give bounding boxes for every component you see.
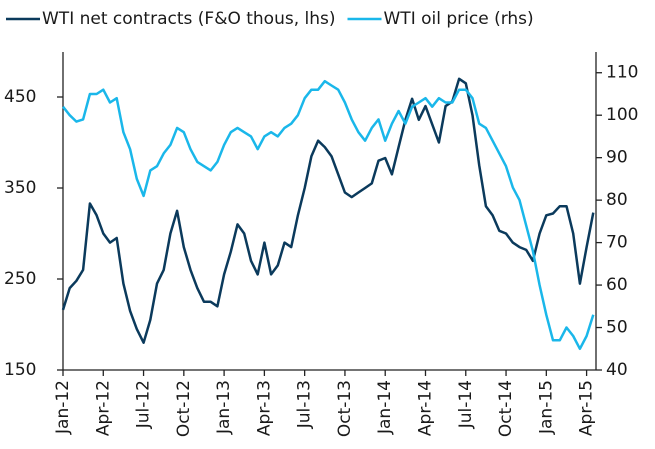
y2-tick-label: 90: [606, 148, 628, 168]
y-tick-label: 150: [4, 360, 36, 380]
legend-label: WTI net contracts (F&O thous, lhs): [42, 9, 336, 29]
y-tick-label: 450: [4, 87, 36, 107]
x-tick-label: Jan-15: [536, 380, 556, 435]
y-tick-label: 250: [4, 269, 36, 289]
y2-tick-label: 60: [606, 275, 628, 295]
legend-label: WTI oil price (rhs): [384, 9, 534, 29]
y-tick-label: 350: [4, 178, 36, 198]
x-tick-label: Jul-12: [134, 380, 154, 429]
x-tick-label: Apr-15: [577, 380, 597, 436]
x-tick-label: Jan-14: [375, 380, 395, 435]
x-tick-label: Jan-12: [53, 380, 73, 435]
x-tick-label: Oct-12: [174, 380, 194, 437]
x-tick-label: Apr-13: [254, 380, 274, 436]
x-tick-label: Jan-13: [214, 380, 234, 435]
x-tick-label: Apr-14: [415, 380, 435, 436]
series-line: [62, 79, 595, 351]
series-line: [61, 77, 595, 344]
y2-tick-label: 50: [606, 318, 628, 338]
y2-tick-label: 40: [606, 360, 628, 380]
y2-tick-label: 70: [606, 233, 628, 253]
x-tick-label: Jul-14: [456, 380, 476, 429]
x-tick-label: Jul-13: [295, 380, 315, 429]
x-tick-label: Oct-14: [496, 380, 516, 437]
y2-tick-label: 100: [606, 105, 638, 125]
y2-tick-label: 110: [606, 63, 638, 83]
x-tick-label: Oct-13: [335, 380, 355, 437]
y2-tick-label: 80: [606, 190, 628, 210]
x-tick-label: Apr-12: [93, 380, 113, 436]
